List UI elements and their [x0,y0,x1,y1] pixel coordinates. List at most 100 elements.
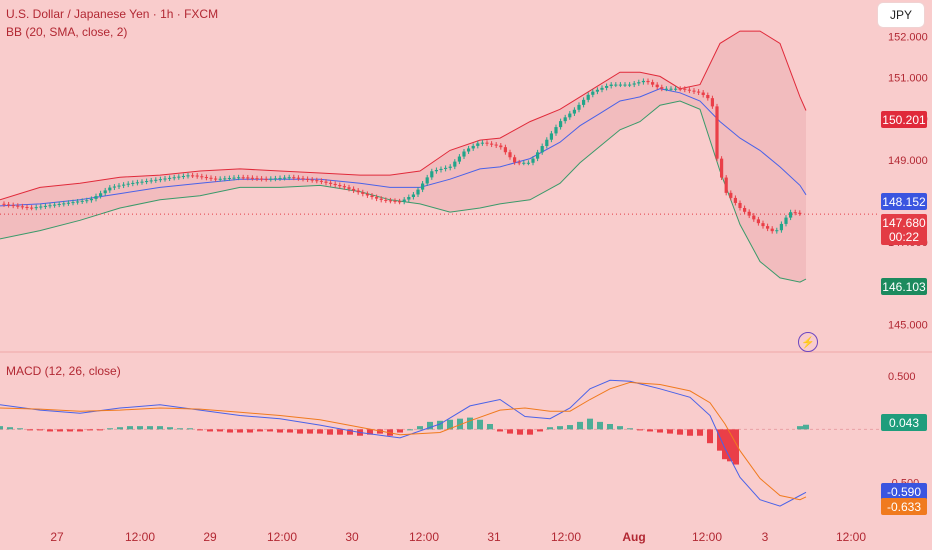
candle-body [540,146,544,153]
countdown-tag: 00:22 [881,228,927,245]
candle-body [342,186,346,188]
macd-histogram-bar [367,429,373,435]
candle-body [669,88,673,90]
candle-body [425,177,429,184]
macd-histogram-bar [417,426,423,430]
macd-histogram-bar [117,427,123,430]
candle-body [720,158,724,178]
macd-histogram-bar [227,429,233,433]
macd-histogram-bar [667,429,673,434]
macd-histogram-bar [587,418,593,430]
candle-body [214,178,218,180]
price-axis[interactable]: 145.000147.000149.000150.000151.000152.0… [888,31,928,489]
candle-body [126,183,130,185]
candle-body [664,88,668,90]
macd-histogram-bar [327,429,333,435]
candle-body [76,201,80,203]
time-tick-label: 3 [762,530,769,544]
candle-body [439,168,443,170]
macd-histogram-bar [57,429,63,432]
candle-body [30,207,34,209]
candle-body [388,200,392,202]
macd-histogram-bar [457,418,463,430]
candle-body [89,198,93,201]
candle-body [361,192,365,194]
macd-histogram-bar [507,429,513,434]
candle-body [522,162,526,164]
candle-body [177,176,181,178]
macd-histogram-bar [447,419,453,430]
chart-title[interactable]: U.S. Dollar / Japanese Yen · 1h · FXCM [6,7,219,21]
candle-body [370,195,374,198]
candle-body [66,202,70,204]
candle-body [747,211,751,216]
candle-body [241,177,245,179]
candle-body [319,180,323,182]
macd-histogram-bar [267,429,273,432]
currency-button[interactable]: JPY [878,3,924,27]
macd-histogram-bar [727,429,733,462]
candle-body [232,177,236,179]
candle-body [549,133,553,140]
candle-body [467,148,471,152]
lightning-icon[interactable]: ⚡ [798,332,818,352]
candle-body [94,196,98,199]
candle-body [453,161,457,167]
macd-histogram-bar [87,429,93,431]
time-axis[interactable]: 27 12:00 29 12:00 30 12:00 31 12:00 Aug 12:00 3 12:… [50,530,866,544]
candle-body [572,109,576,114]
candle-body [122,184,126,186]
candle-body [99,193,103,197]
candle-body [181,176,185,177]
candle-body [278,177,282,179]
bb-indicator-label[interactable]: BB (20, SMA, close, 2) [6,25,128,39]
candle-body [292,177,296,179]
candle-body [315,180,319,182]
candle-body [2,203,6,205]
last-price-tag: 147.680 [881,214,927,231]
macd-histogram-bar [297,429,303,434]
candle-body [172,177,176,179]
macd-histogram-bar [247,429,253,433]
macd-histogram-bar [37,429,43,431]
price-series [0,78,880,234]
time-tick-label: 30 [345,530,359,544]
histogram-tag: 0.043 [881,414,927,431]
macd-indicator-label[interactable]: MACD (12, 26, close) [6,364,121,378]
macd-histogram-bar [197,429,203,431]
candle-body [568,113,572,118]
candle-body [154,179,158,181]
candle-body [697,91,701,93]
candle-body [531,158,535,163]
macd-histogram-bar [157,426,163,430]
bb-fill [0,31,806,283]
candle-body [614,84,618,86]
macd-histogram-bar [547,427,553,430]
candle-body [57,204,61,206]
candle-body [710,98,714,107]
candle-body [329,182,333,184]
candle-body [273,178,277,180]
candle-body [393,200,397,202]
candle-body [218,178,222,180]
candle-body [517,162,521,164]
candle-body [674,88,678,90]
macd-histogram-bar [277,429,283,433]
candle-body [250,177,254,179]
candle-body [513,157,517,163]
candle-body [62,203,66,205]
candle-body [554,127,558,134]
candle-body [204,177,208,179]
macd-histogram-bar [497,429,503,432]
candle-body [563,117,567,122]
macd-histogram-bar [287,429,293,433]
macd-histogram-bar [597,421,603,430]
macd-histogram-bar [17,428,23,430]
macd-histogram-bar [167,427,173,430]
candle-body [605,85,609,88]
candle-body [600,87,604,90]
candle-body [80,200,84,202]
candle-body [632,83,636,85]
macd-histogram-bar [7,427,13,430]
macd-histogram-bar [707,429,713,444]
